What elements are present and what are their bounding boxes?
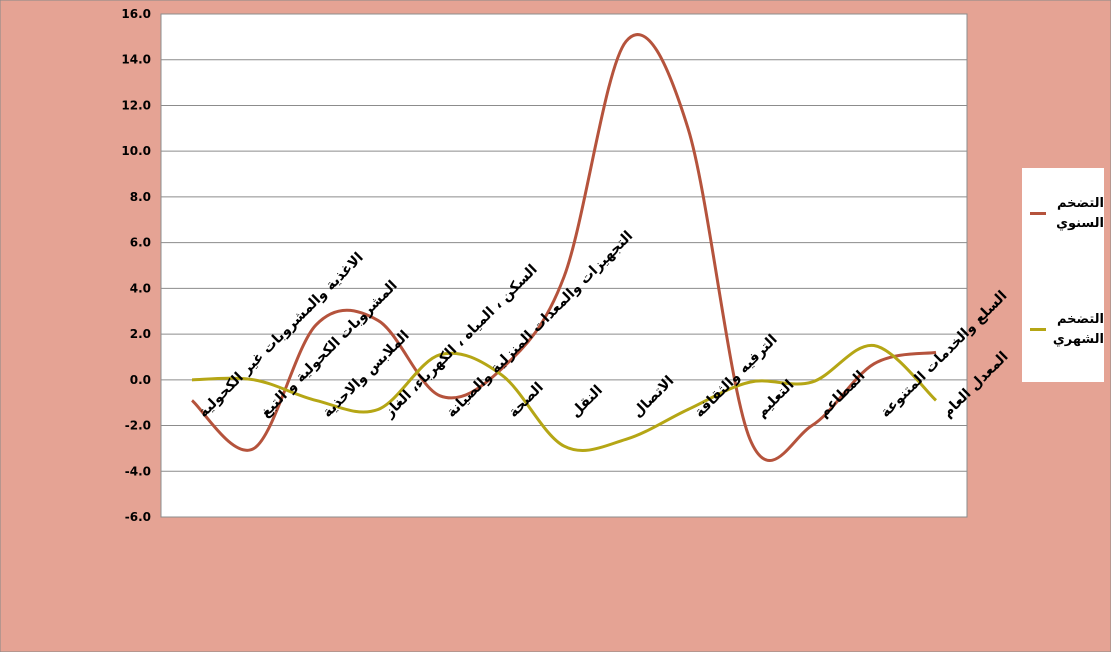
series-lines <box>190 33 938 463</box>
y-tick-label: -4.0 <box>125 464 151 478</box>
plot-area <box>160 13 968 518</box>
y-tick-label: 14.0 <box>121 53 151 67</box>
legend: التضخم السنوي التضخم الشهري <box>1022 168 1104 382</box>
series-line-annual <box>190 33 937 463</box>
gridlines <box>161 13 967 518</box>
legend-swatch-monthly <box>1030 328 1046 331</box>
legend-item-monthly: التضخم الشهري <box>1028 304 1104 364</box>
y-tick-label: 4.0 <box>130 281 151 295</box>
legend-label-monthly: التضخم الشهري <box>1052 312 1104 347</box>
y-tick-label: 10.0 <box>121 144 151 158</box>
y-tick-label: -2.0 <box>125 419 151 433</box>
y-tick-label: 6.0 <box>130 236 151 250</box>
y-tick-label: -6.0 <box>125 510 151 524</box>
y-tick-label: 2.0 <box>130 327 151 341</box>
y-tick-label: 12.0 <box>121 98 151 112</box>
y-tick-label: 16.0 <box>121 7 151 21</box>
legend-label-annual: التضخم السنوي <box>1056 196 1104 231</box>
legend-item-annual: التضخم السنوي <box>1028 188 1104 248</box>
legend-swatch-annual <box>1030 212 1046 215</box>
y-tick-label: 8.0 <box>130 190 151 204</box>
y-axis-ticks: 16.0 14.0 12.0 10.0 8.0 6.0 4.0 2.0 0.0 -2.0 -4.0 -… <box>121 7 151 524</box>
y-tick-label: 0.0 <box>130 373 151 387</box>
series-line-monthly <box>191 343 938 452</box>
